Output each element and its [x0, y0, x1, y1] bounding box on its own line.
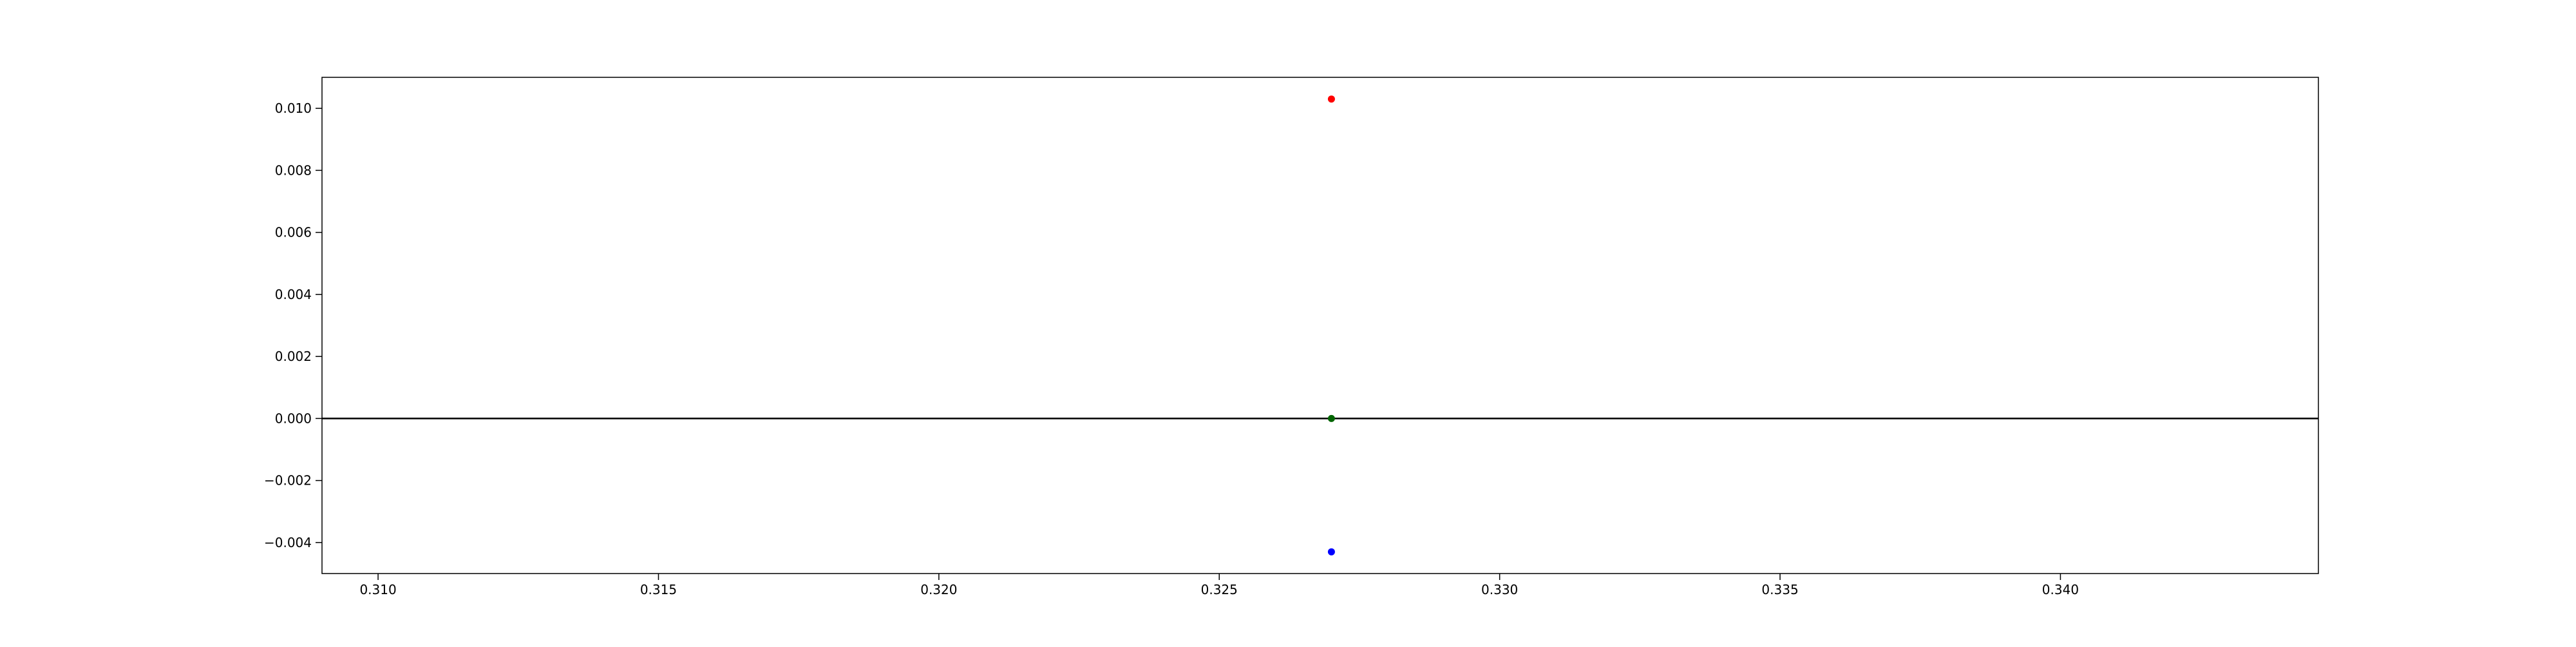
y-tick-label: −0.004 [264, 535, 312, 550]
y-tick-label: 0.010 [275, 101, 312, 116]
data-point [1327, 414, 1335, 422]
x-tick-label: 0.315 [640, 582, 677, 597]
x-axis: 0.310 0.315 0.320 0.325 0.330 0.335 0.340 [359, 574, 2079, 597]
x-tick-label: 0.320 [920, 582, 957, 597]
plot-area-background [322, 77, 2318, 574]
x-tick-label: 0.335 [1761, 582, 1798, 597]
data-point [1327, 548, 1335, 555]
y-tick-label: 0.002 [275, 349, 312, 364]
data-point [1327, 95, 1335, 103]
y-tick-label: −0.002 [264, 473, 312, 488]
x-tick-label: 0.325 [1201, 582, 1238, 597]
x-tick-label: 0.330 [1481, 582, 1518, 597]
y-tick-label: 0.000 [275, 410, 312, 426]
x-tick-label: 0.310 [359, 582, 396, 597]
y-axis: −0.004 −0.002 0.000 0.002 0.004 0.006 0.008 0.0… [264, 101, 322, 550]
x-tick-label: 0.340 [2042, 582, 2079, 597]
data-points [1327, 95, 1335, 555]
y-tick-label: 0.008 [275, 162, 312, 178]
y-tick-label: 0.006 [275, 225, 312, 240]
y-tick-label: 0.004 [275, 287, 312, 302]
plot-area-frame [321, 77, 2319, 574]
